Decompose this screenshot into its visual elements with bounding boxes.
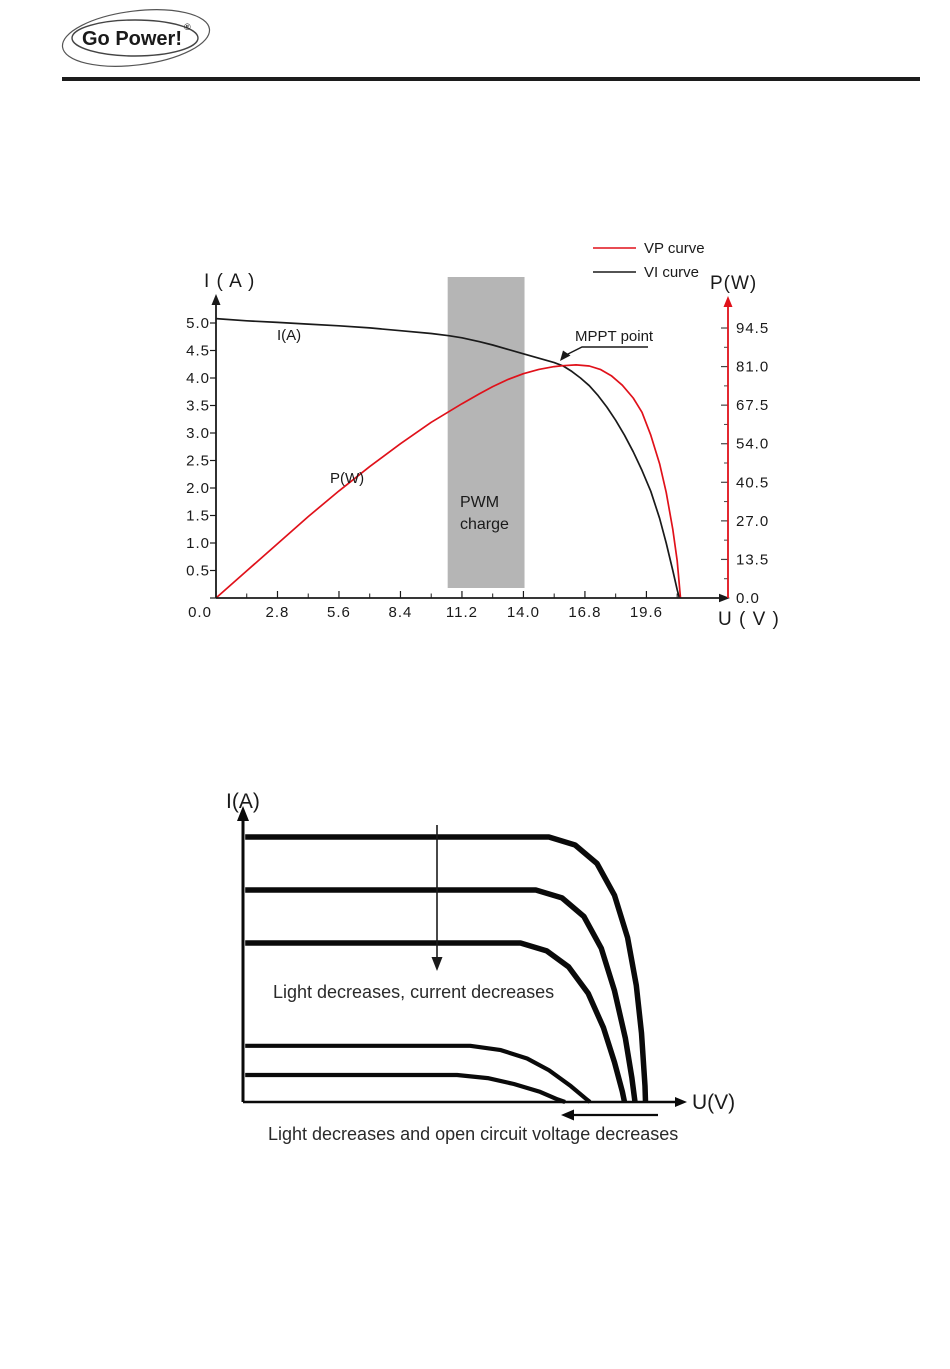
y-left-tick-label: 2.0 — [186, 480, 210, 497]
mppt-arrowhead-icon — [560, 350, 571, 361]
y-left-tick-label: 4.0 — [186, 370, 210, 387]
legend-vi-label: VI curve — [644, 264, 699, 281]
vp-curve-line — [215, 364, 682, 599]
legend-vp-label: VP curve — [644, 240, 705, 257]
iv-curve-line — [245, 940, 628, 1103]
y-right-tick-label: 54.0 — [736, 436, 769, 453]
logo-graphic: Go Power! ® — [61, 9, 211, 67]
y-left-tick-label: 1.0 — [186, 535, 210, 552]
chart1-curves — [215, 317, 682, 599]
header-divider — [62, 77, 920, 81]
y-right-tick-label: 27.0 — [736, 513, 769, 530]
chart2-y-axis-arrow-icon — [237, 806, 249, 821]
left-y-axis-arrow-icon — [211, 294, 221, 305]
pwm-charge-label-line1: PWM — [460, 494, 499, 511]
mppt-annotation: MPPT point — [560, 328, 654, 361]
vi-curve-line — [215, 317, 681, 599]
mppt-leader-line — [563, 346, 648, 357]
logo-registered-mark: ® — [184, 22, 191, 32]
logo-inner-ellipse — [71, 19, 199, 57]
x-tick-label: 19.6 — [630, 604, 663, 621]
y-left-tick-label: 1.5 — [186, 508, 210, 525]
x-tick-label: 0.0 — [188, 604, 212, 621]
x-tick-label: 11.2 — [446, 604, 478, 621]
iv-curve-line — [245, 834, 649, 1103]
logo-text: Go Power! — [82, 28, 182, 50]
voltage-decreases-note: Light decreases and open circuit voltage… — [268, 1124, 678, 1144]
voltage-decrease-arrow — [561, 1109, 658, 1121]
current-decrease-arrow — [431, 825, 443, 971]
logo-outer-ellipse — [61, 9, 211, 67]
iv-curve-line — [245, 887, 638, 1103]
y-left-tick-label: 5.0 — [186, 315, 210, 332]
x-axis-title: U ( V ) — [718, 609, 780, 630]
chart2-x-axis-title: U(V) — [692, 1091, 735, 1114]
y-right-tick-label: 94.5 — [736, 320, 769, 337]
light-level-iv-curves-chart: I(A) U(V) Light decreases, current decre… — [226, 790, 735, 1144]
iv-curve-line — [245, 1072, 566, 1104]
chart2-curves — [245, 834, 649, 1104]
y-right-tick-label: 0.0 — [736, 590, 760, 607]
y-right-tick-label: 40.5 — [736, 474, 769, 491]
y-right-tick-label: 13.5 — [736, 551, 769, 568]
y-left-tick-label: 4.5 — [186, 343, 210, 360]
y-left-tick-label: 3.5 — [186, 398, 210, 415]
y-left-tick-label: 3.0 — [186, 425, 210, 442]
chart-legend: VP curve VI curve — [593, 240, 705, 281]
mppt-point-label: MPPT point — [575, 328, 654, 345]
chart2-y-axis-title: I(A) — [226, 790, 260, 813]
go-power-logo: Go Power! ® — [58, 4, 228, 81]
vp-curve-inline-label: P(W) — [330, 470, 364, 487]
iv-curve-line — [245, 1043, 592, 1104]
iv-pv-curves-chart: 0.0 2.8 5.6 8.4 11.2 14.0 16.8 19.6 0.5 1.0 1.5 2.0… — [186, 240, 780, 630]
x-tick-label: 5.6 — [327, 604, 351, 621]
y-right-tick-label: 67.5 — [736, 397, 769, 414]
right-axis-title: P(W) — [710, 273, 757, 294]
chart1-ticks: 0.0 2.8 5.6 8.4 11.2 14.0 16.8 19.6 0.5 1.0 1.5 2.0… — [186, 315, 769, 621]
right-y-axis-arrow-icon — [723, 296, 733, 307]
x-tick-label: 14.0 — [507, 604, 540, 621]
x-axis-arrow-icon — [719, 593, 730, 603]
chart2-x-axis-arrow-icon — [675, 1097, 687, 1107]
left-axis-title: I ( A ) — [204, 271, 255, 292]
pwm-charge-label-line2: charge — [460, 516, 509, 533]
x-tick-label: 8.4 — [389, 604, 413, 621]
y-right-tick-label: 81.0 — [736, 359, 769, 376]
left-arrowhead-icon — [561, 1109, 574, 1121]
down-arrowhead-icon — [431, 957, 443, 971]
y-left-tick-label: 2.5 — [186, 453, 210, 470]
x-tick-label: 2.8 — [266, 604, 290, 621]
x-tick-label: 16.8 — [568, 604, 601, 621]
pwm-charge-region — [447, 277, 525, 588]
current-decreases-note: Light decreases, current decreases — [273, 982, 554, 1002]
vi-curve-inline-label: I(A) — [277, 327, 301, 344]
y-left-tick-label: 0.5 — [186, 563, 210, 580]
